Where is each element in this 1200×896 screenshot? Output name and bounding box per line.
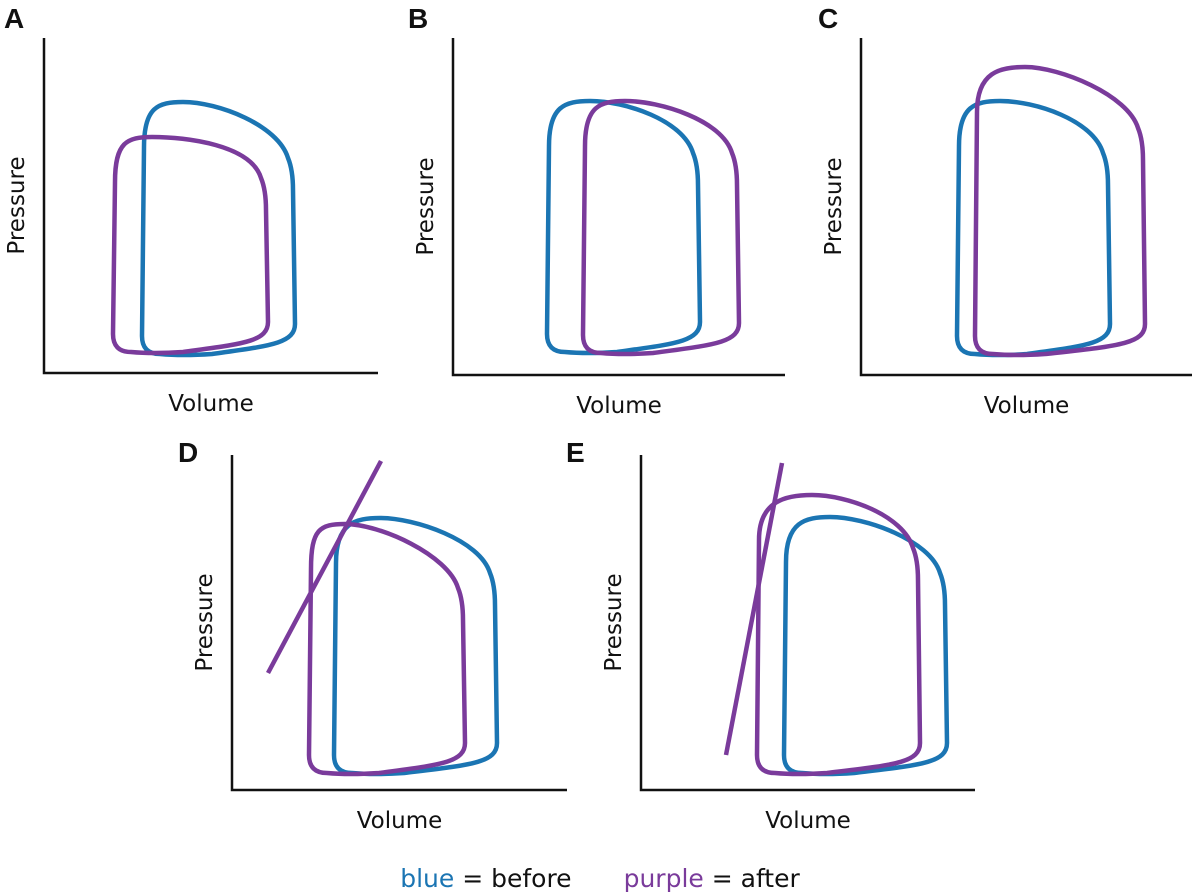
y-axis-label: Pressure	[4, 156, 30, 254]
axes	[859, 38, 1192, 377]
espvr-line	[266, 459, 383, 675]
after-loop	[754, 492, 923, 777]
y-axis-label: Pressure	[413, 157, 439, 255]
legend-purple-text: = after	[703, 864, 800, 893]
legend: blue = before purple = after	[0, 864, 1200, 893]
before-loop	[954, 98, 1113, 358]
panel-letter: D	[178, 437, 198, 468]
legend-purple-word: purple	[623, 864, 704, 893]
x-axis-label: Volume	[576, 393, 662, 419]
panel-letter: A	[4, 3, 24, 34]
after-loop	[110, 134, 271, 356]
after-loop	[306, 521, 468, 777]
x-axis-label: Volume	[984, 393, 1070, 419]
before-loop	[331, 515, 500, 777]
y-axis-label: Pressure	[601, 573, 627, 671]
x-axis-label: Volume	[357, 808, 443, 834]
panel-a: A Pressure Volume	[4, 3, 378, 417]
after-loop	[580, 98, 742, 357]
axes	[230, 455, 567, 792]
panel-letter: B	[408, 3, 428, 34]
panel-letter: E	[566, 437, 585, 468]
panel-c: C Pressure Volume	[818, 3, 1192, 419]
legend-blue-text: = before	[454, 864, 572, 893]
axes	[451, 38, 785, 377]
panel-d: D Pressure Volume	[178, 437, 567, 834]
legend-blue-word: blue	[400, 864, 455, 893]
before-loop	[139, 99, 298, 358]
panel-letter: C	[818, 3, 838, 34]
before-loop	[781, 514, 950, 777]
axes	[42, 38, 378, 375]
before-loop	[544, 98, 703, 356]
x-axis-label: Volume	[765, 808, 851, 834]
y-axis-label: Pressure	[192, 573, 218, 671]
panel-b: B Pressure Volume	[408, 3, 785, 419]
axes	[639, 455, 975, 792]
espvr-line	[723, 462, 785, 756]
panel-e: E Pressure Volume	[566, 437, 975, 834]
after-loop	[972, 64, 1148, 358]
x-axis-label: Volume	[168, 391, 254, 417]
y-axis-label: Pressure	[821, 157, 847, 255]
